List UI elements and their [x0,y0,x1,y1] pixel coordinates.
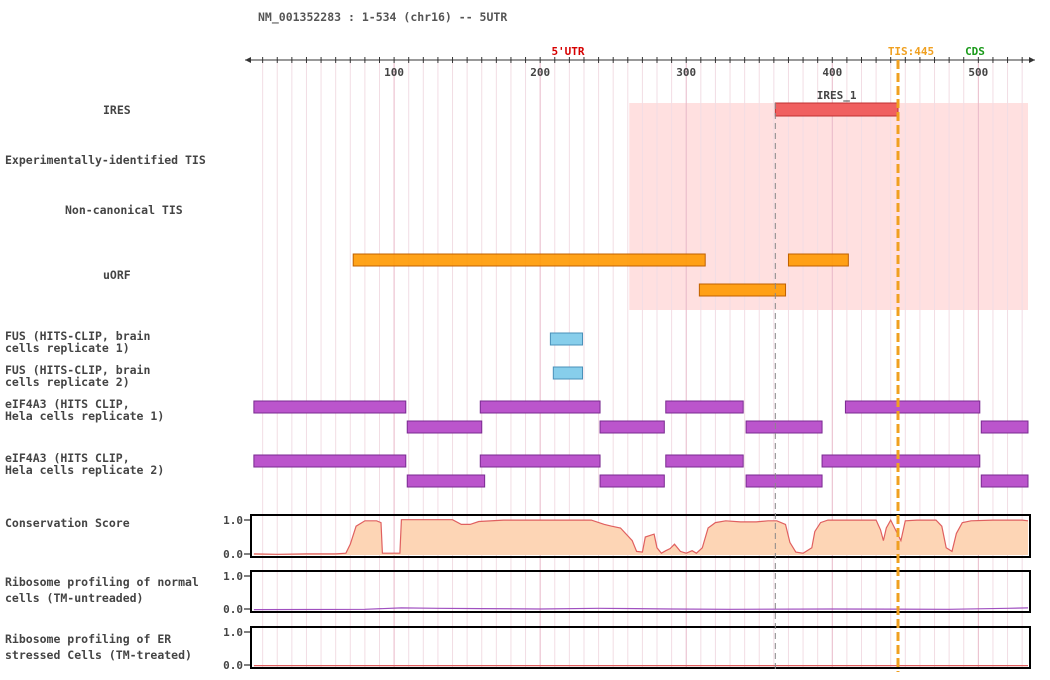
conservation-area [253,519,1028,555]
uorf-feature[interactable] [352,253,706,267]
track-label-ribo-normal: Ribosome profiling of normal cells (TM-u… [5,575,199,605]
ribo-er-frame [250,626,1031,669]
eif4a3-rep2-peak[interactable] [479,454,601,468]
uorf-feature[interactable] [787,253,849,267]
conservation-ymin-label: 0.0 [223,548,243,561]
ribo-normal-line [253,607,1029,611]
axis-left-arrow [245,57,251,63]
eif4a3-rep2-peak[interactable] [665,454,744,468]
eif4a3-rep1-peak[interactable] [599,420,665,434]
axis-tick-label: 100 [384,66,404,79]
track-label-noncanonical-tis: Non-canonical TIS [65,203,183,217]
track-label-eif4a3-rep1: eIF4A3 (HITS CLIP, Hela cells replicate … [5,397,165,423]
eif4a3-rep1-peak[interactable] [980,420,1029,434]
ires-region-shading [629,103,1028,310]
conservation-line [253,518,1029,555]
eif4a3-rep2-peak[interactable] [253,454,407,468]
track-label-fus2: FUS (HITS-CLIP, brain cells replicate 2) [5,363,151,389]
fus-rep2-peak[interactable] [552,366,584,380]
eif4a3-rep2-peak[interactable] [599,474,665,488]
uorf-feature[interactable] [698,283,787,297]
ribo-er-ymax-label: 1.0 [223,626,243,639]
eif4a3-rep2-peak[interactable] [821,454,981,468]
track-label-ribo-er: Ribosome profiling of ER stressed Cells … [5,632,192,662]
track-label-fus1: FUS (HITS-CLIP, brain cells replicate 1) [5,329,151,355]
track-label-ires: IRES [103,103,131,117]
fus-rep1-peak[interactable] [549,332,584,346]
track-label-eif4a3-rep2: eIF4A3 (HITS CLIP, Hela cells replicate … [5,451,165,477]
eif4a3-rep1-peak[interactable] [479,400,601,414]
track-label-exp-tis: Experimentally-identified TIS [5,153,206,167]
eif4a3-rep1-peak[interactable] [844,400,981,414]
cds-marker-label: CDS [965,45,985,58]
eif4a3-rep2-peak[interactable] [406,474,486,488]
track-label-uorf: uORF [103,268,131,282]
axis-right-arrow [1029,57,1035,63]
eif4a3-rep1-peak[interactable] [406,420,483,434]
eif4a3-rep1-peak[interactable] [665,400,744,414]
transcript-title: NM_001352283 : 1-534 (chr16) -- 5UTR [258,10,508,24]
utr-marker-label: 5'UTR [551,45,584,58]
ribo-normal-ymax-label: 1.0 [223,570,243,583]
ribo-normal-frame [250,570,1031,613]
axis-tick-label: 200 [530,66,550,79]
eif4a3-rep2-peak[interactable] [980,474,1029,488]
eif4a3-rep2-peak[interactable] [745,474,823,488]
axis-tick-label: 400 [822,66,842,79]
ires-feature-label: IRES_1 [817,89,857,102]
track-label-conservation: Conservation Score [5,516,130,530]
ribo-normal-ymin-label: 0.0 [223,603,243,616]
ires-feature[interactable] [774,102,899,117]
eif4a3-rep1-peak[interactable] [253,400,407,414]
axis-tick-label: 500 [968,66,988,79]
ribo-er-ymin-label: 0.0 [223,659,243,672]
axis-tick-label: 300 [676,66,696,79]
eif4a3-rep1-peak[interactable] [745,420,823,434]
conservation-frame [250,514,1031,558]
conservation-ymax-label: 1.0 [223,514,243,527]
tis-marker-label: TIS:445 [888,45,934,58]
